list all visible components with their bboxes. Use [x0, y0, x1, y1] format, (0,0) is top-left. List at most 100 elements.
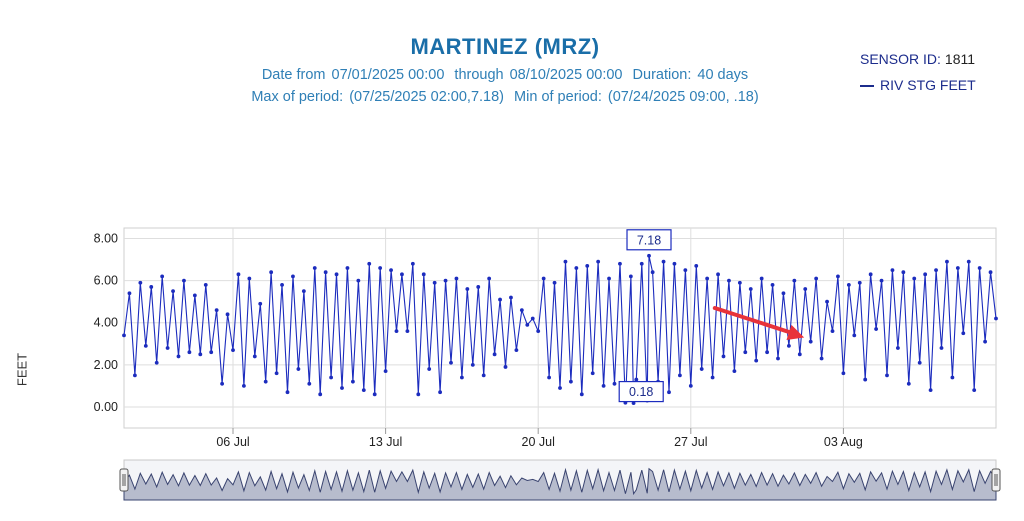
data-point: [280, 282, 284, 287]
data-point: [487, 276, 492, 281]
data-point: [285, 390, 290, 395]
data-point: [819, 356, 824, 361]
data-point: [830, 329, 835, 334]
data-point: [274, 371, 279, 376]
data-point: [519, 308, 524, 313]
data-point: [694, 263, 699, 268]
data-point: [590, 371, 595, 376]
max-label: Max of period:: [251, 89, 344, 105]
data-point: [400, 272, 404, 277]
y-axis-ticks: 0.00 2.00 4.00 6.00 8.00: [94, 232, 118, 414]
data-point: [247, 276, 252, 281]
data-point: [923, 272, 928, 277]
through-value: 08/10/2025 00:00: [509, 67, 623, 83]
data-point: [454, 276, 459, 281]
navigator-series: [123, 467, 997, 501]
grid: [123, 227, 997, 434]
data-point: [231, 348, 235, 353]
data-point: [852, 333, 857, 338]
data-point: [143, 343, 148, 348]
data-point: [209, 350, 214, 355]
data-point: [950, 375, 955, 380]
data-point: [552, 280, 557, 285]
data-point: [585, 263, 590, 268]
data-point: [345, 266, 350, 270]
data-point: [939, 346, 944, 350]
data-point: [612, 381, 617, 386]
data-point: [263, 379, 268, 384]
through-label: through: [454, 67, 504, 83]
data-point: [301, 289, 306, 294]
date-from-value: 07/01/2025 00:00: [331, 67, 445, 83]
data-point: [416, 392, 421, 397]
x-tick-label: 13 Jul: [369, 435, 402, 449]
data-point: [449, 360, 453, 365]
navigator-right-handle: [991, 468, 1001, 492]
data-point: [361, 388, 366, 393]
data-point: [863, 377, 868, 382]
data-point: [312, 266, 317, 270]
data-point: [618, 261, 622, 266]
data-point: [187, 350, 192, 355]
data-point: [765, 350, 769, 355]
data-point: [868, 272, 873, 277]
data-point: [220, 381, 225, 386]
navigator[interactable]: [119, 459, 1001, 501]
x-tick-label: 06 Jul: [216, 435, 249, 449]
data-point: [737, 280, 742, 285]
min-value: (07/24/2025 09:00, .18): [607, 89, 759, 105]
data-point: [269, 270, 274, 275]
data-point: [814, 276, 819, 281]
data-point: [160, 274, 165, 279]
chart-title: MARTINEZ (MRZ): [410, 34, 600, 59]
data-point: [683, 268, 688, 273]
data-point: [509, 295, 513, 300]
data-point: [329, 375, 333, 380]
legend: SENSOR ID: 1811 RIV STG FEET: [860, 48, 976, 100]
data-point: [579, 392, 584, 397]
plot-border: [123, 227, 997, 429]
data-point: [236, 272, 241, 277]
data-point: [983, 339, 987, 344]
data-point: [634, 377, 639, 382]
data-point: [912, 276, 917, 281]
data-point: [198, 352, 203, 357]
data-point: [901, 270, 906, 275]
data-point: [672, 261, 677, 266]
data-point: [296, 367, 301, 371]
data-point: [481, 373, 486, 378]
data-point: [647, 253, 651, 258]
data-point: [465, 287, 470, 291]
legend-series-item[interactable]: RIV STG FEET: [860, 74, 976, 100]
sensor-id-row: SENSOR ID: 1811: [860, 48, 976, 74]
y-tick-label: 2.00: [94, 358, 118, 372]
data-point: [547, 375, 551, 380]
data-point: [192, 293, 197, 298]
data-point: [318, 392, 323, 397]
data-point: [182, 278, 186, 283]
date-range-subtitle: Date from 07/01/2025 00:00 through 08/10/2…: [0, 67, 1010, 83]
data-point: [678, 373, 682, 378]
data-point: [966, 259, 971, 264]
data-point: [367, 261, 372, 266]
data-point: [994, 316, 998, 321]
data-point: [574, 266, 579, 270]
data-point: [607, 276, 611, 281]
data-point: [307, 381, 312, 386]
data-point: [721, 354, 726, 359]
data-point: [748, 287, 753, 291]
series-points: [122, 253, 998, 406]
data-point: [743, 350, 748, 355]
max-data-label-box: [626, 229, 672, 251]
legend-series-label: RIV STG FEET: [880, 77, 976, 93]
data-point: [525, 322, 530, 327]
data-point: [661, 259, 666, 264]
data-point: [252, 354, 257, 359]
data-point: [596, 259, 601, 264]
data-point: [705, 276, 710, 281]
y-tick-label: 4.00: [94, 316, 118, 330]
date-from-label: Date from: [261, 67, 326, 83]
max-value: (07/25/2025 02:00,7.18): [349, 89, 505, 105]
data-point: [258, 301, 263, 306]
data-point: [432, 280, 437, 285]
